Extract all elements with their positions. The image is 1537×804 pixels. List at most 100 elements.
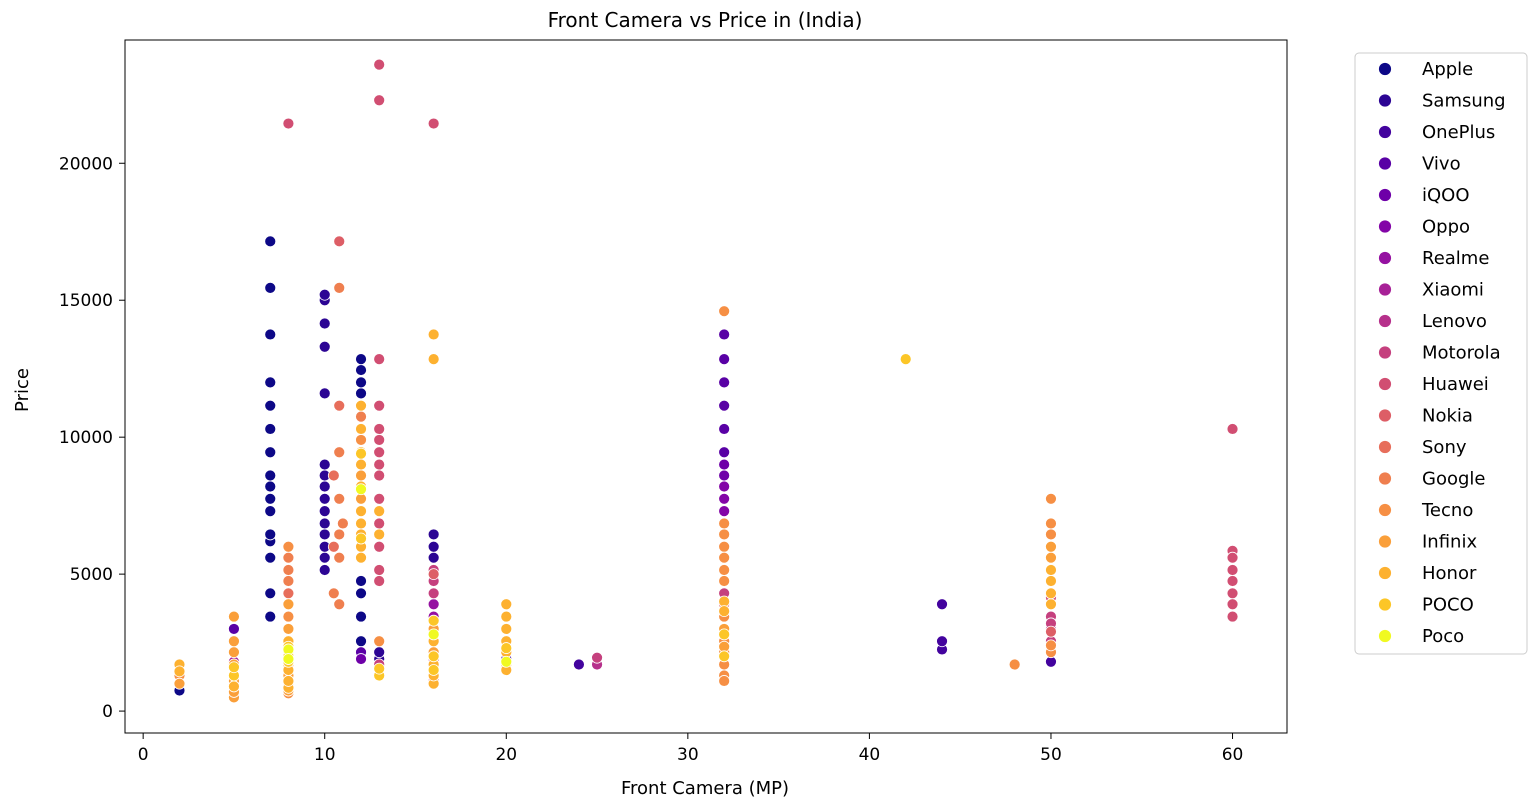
data-point [718,423,731,435]
data-point [936,635,948,648]
data-point [228,635,240,648]
data-point [718,564,731,576]
data-point [1226,598,1239,611]
data-point [264,528,277,541]
data-point [264,423,277,435]
data-point [373,423,386,435]
data-point [936,598,948,611]
legend-marker [1378,314,1392,328]
legend-label: Lenovo [1422,311,1487,332]
x-tick-label: 0 [138,745,149,765]
y-tick-label: 20000 [59,154,113,174]
data-point [1045,492,1057,505]
legend-marker [1378,125,1392,139]
data-point [318,528,331,541]
data-point [318,505,331,518]
legend-label: Infinix [1422,532,1477,553]
data-point [282,675,295,687]
data-point [228,661,240,674]
data-point [427,650,440,663]
y-tick-label: 15000 [59,291,113,311]
legend-label: Realme [1422,248,1489,269]
data-point [318,340,331,353]
legend-label: Poco [1422,626,1464,647]
legend-label: Vivo [1422,154,1461,175]
data-point [1045,587,1057,600]
data-point [500,642,513,654]
data-point [1045,528,1057,541]
data-point [718,305,731,318]
data-point [427,568,440,581]
data-point [718,469,731,482]
data-point [355,364,367,376]
data-point [1045,551,1057,564]
data-point [373,492,386,505]
data-point [355,575,367,587]
data-point [718,528,731,541]
data-point [500,623,513,635]
data-point [355,387,367,400]
data-point [355,410,367,423]
data-point [373,458,386,471]
data-point [500,598,513,611]
data-point [718,328,731,341]
data-point [355,587,367,600]
legend-marker [1378,62,1392,76]
points-layer [173,58,1239,704]
data-point [264,551,277,564]
chart-title: Front Camera vs Price in (India) [548,8,863,32]
data-point [591,651,603,664]
data-point [264,505,277,518]
data-point [264,281,277,294]
y-tick-label: 10000 [59,428,113,448]
data-point [373,575,386,587]
data-point [427,587,440,600]
data-point [427,551,440,564]
data-point [318,458,331,471]
legend-marker [1378,188,1392,202]
legend-label: Honor [1422,563,1477,584]
data-point [373,564,386,576]
x-tick-label: 40 [859,745,881,765]
data-point [355,505,367,518]
data-point [373,446,386,459]
data-point [318,317,331,330]
legend-label: Apple [1422,59,1473,80]
data-point [1045,639,1057,652]
data-point [427,540,440,553]
data-point [333,235,346,248]
data-point [373,469,386,482]
data-point [355,376,367,389]
data-point [282,610,295,623]
data-point [355,458,367,471]
data-point [318,551,331,564]
data-point [318,517,331,530]
legend-label: OnePlus [1422,122,1495,143]
legend-label: Xiaomi [1422,280,1484,301]
data-point [173,677,186,690]
data-point [264,469,277,482]
data-point [282,587,295,600]
legend-label: Huawei [1422,374,1489,395]
legend-label: Google [1422,469,1485,490]
data-point [1226,564,1239,576]
data-point [318,564,331,576]
data-point [1045,598,1057,611]
data-point [333,281,346,294]
x-axis: 0 10 20 30 40 50 60 [138,733,1244,765]
x-tick-label: 60 [1222,745,1244,765]
legend-label: POCO [1422,595,1474,616]
data-point [373,528,386,541]
data-point [355,517,367,530]
data-point [355,423,367,435]
data-point [355,551,367,564]
data-point [1226,551,1239,564]
data-point [228,646,240,659]
data-point [1045,564,1057,576]
legend-label: Motorola [1422,343,1501,364]
data-point [373,434,386,446]
data-point [1226,575,1239,587]
data-point [282,551,295,564]
data-point [327,469,340,482]
data-point [718,650,731,663]
